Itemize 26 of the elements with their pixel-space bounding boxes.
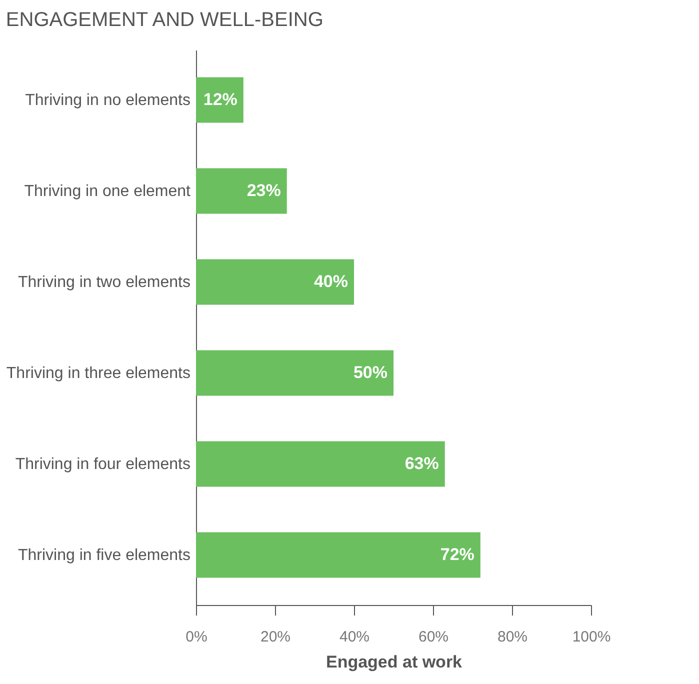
- y-tick-label: Thriving in five elements: [18, 546, 190, 564]
- y-tick-label: Thriving in two elements: [18, 274, 190, 292]
- data-label: 63%: [404, 454, 439, 473]
- bar: [196, 350, 394, 396]
- y-tick-label: Thriving in four elements: [15, 456, 190, 473]
- y-tick-label: Thriving in three elements: [6, 364, 190, 382]
- y-tick-label: Thriving in one element: [24, 183, 192, 200]
- data-label: 50%: [353, 362, 388, 382]
- x-tick-label: 100%: [572, 628, 611, 646]
- data-label: 23%: [246, 181, 281, 200]
- bar: [196, 532, 480, 578]
- x-tick-label: 0%: [186, 628, 208, 646]
- chart-title: ENGAGEMENT AND WELL-BEING: [6, 9, 324, 31]
- bar: [196, 168, 287, 214]
- data-label: 12%: [203, 90, 238, 110]
- y-tick-label: Thriving in no elements: [25, 92, 190, 110]
- data-label: 40%: [314, 272, 348, 292]
- bar: [196, 259, 354, 305]
- data-label: 72%: [440, 544, 474, 564]
- bar: [196, 77, 244, 123]
- x-tick-label: 80%: [497, 628, 528, 646]
- x-tick-label: 60%: [418, 628, 449, 646]
- x-tick-label: 40%: [339, 628, 370, 646]
- x-axis-title: Engaged at work: [326, 652, 463, 672]
- x-tick-label: 20%: [260, 628, 291, 646]
- bar: [196, 441, 445, 487]
